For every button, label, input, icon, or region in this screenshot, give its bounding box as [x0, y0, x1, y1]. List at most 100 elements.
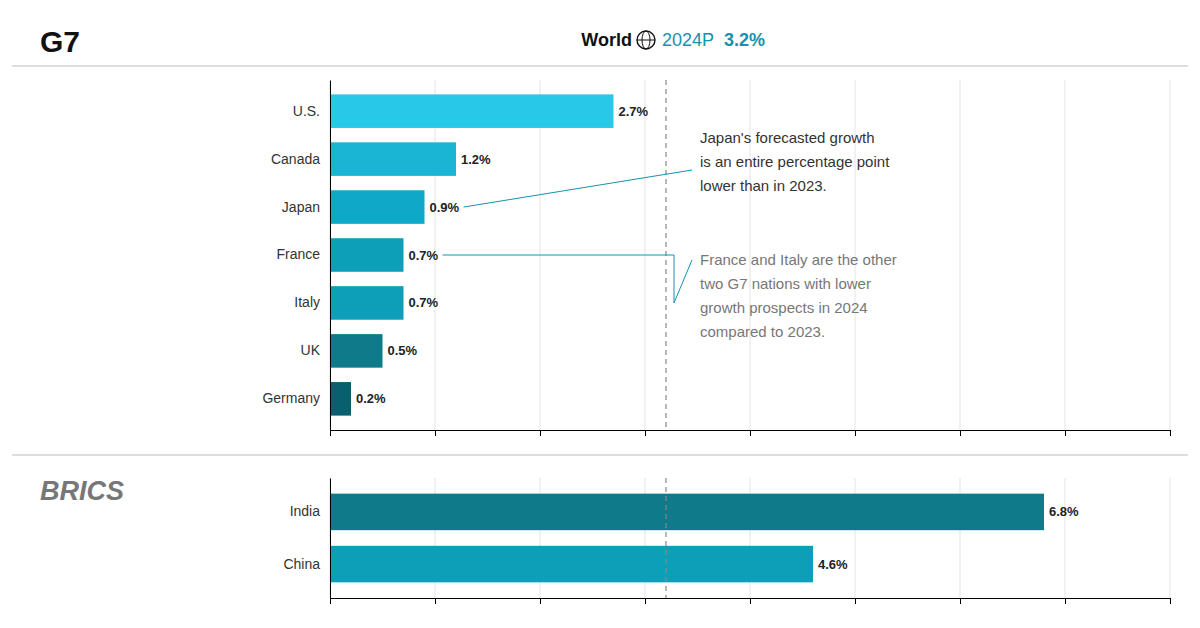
x-tick-mark	[435, 598, 436, 604]
y-tick: France	[276, 246, 330, 262]
annotation-line: growth prospects in 2024	[700, 299, 868, 316]
x-axis	[331, 430, 1171, 436]
data-label: 0.9%	[430, 200, 460, 215]
globe-outline	[637, 31, 655, 49]
x-tick	[855, 598, 856, 604]
annotation-line: lower than in 2023.	[700, 177, 827, 194]
x-tick-mark	[855, 598, 856, 604]
data-label: 4.6%	[818, 557, 848, 572]
x-tick-mark	[330, 598, 331, 604]
grid-line	[1065, 80, 1066, 430]
x-tick-mark	[1170, 598, 1171, 604]
x-tick	[855, 430, 856, 436]
annotation: Japan's forecasted growth is an entire pe…	[700, 129, 890, 194]
annotation-line: two G7 nations with lower	[700, 275, 871, 292]
y-tick: Germany	[262, 390, 330, 406]
y-tick: Italy	[294, 294, 330, 310]
y-tick-label: France	[276, 246, 320, 262]
reference-value-label: 3.2%	[724, 30, 765, 50]
annotation-line: compared to 2023.	[700, 323, 825, 340]
annotation-line: France and Italy are the other	[700, 251, 897, 268]
y-tick-label: Germany	[262, 390, 320, 406]
grid-line	[960, 80, 961, 430]
panel: India China 6.8% 4.6%	[283, 478, 1170, 604]
x-tick	[645, 430, 646, 436]
y-tick: India	[290, 503, 330, 519]
y-tick-label: China	[283, 556, 320, 572]
bar	[330, 142, 456, 176]
y-tick: U.S.	[293, 103, 330, 119]
grid	[330, 478, 1170, 598]
grid-line	[330, 478, 331, 598]
x-tick-mark	[960, 430, 961, 436]
x-tick	[1170, 598, 1171, 604]
annotation-connector	[464, 170, 692, 207]
annotation-line: Japan's forecasted growth	[700, 129, 875, 146]
x-tick	[1065, 598, 1066, 604]
annotation-line: is an entire percentage point	[700, 153, 890, 170]
grid	[330, 80, 1170, 430]
x-tick-mark	[645, 598, 646, 604]
x-tick	[540, 430, 541, 436]
bar	[330, 238, 404, 272]
x-tick	[540, 598, 541, 604]
reference-header: World 2024P 3.2%	[581, 30, 765, 50]
reference-name: World	[581, 30, 632, 50]
y-tick-label: UK	[301, 342, 321, 358]
data-label: 0.7%	[409, 248, 439, 263]
x-tick-mark	[540, 430, 541, 436]
x-tick-mark	[1065, 430, 1066, 436]
y-axis: U.S.CanadaJapanFranceItalyUKGermany	[262, 81, 330, 431]
data-label: 6.8%	[1049, 504, 1079, 519]
y-tick: China	[283, 556, 330, 572]
x-tick-mark	[750, 430, 751, 436]
reference-period: 2024P	[662, 30, 714, 50]
grid-line	[1170, 478, 1171, 598]
x-tick	[435, 430, 436, 436]
y-tick-label: U.S.	[293, 103, 320, 119]
y-tick: Japan	[282, 199, 330, 215]
grid-line	[330, 80, 331, 430]
x-tick	[960, 598, 961, 604]
bar	[330, 546, 813, 583]
x-axis	[331, 598, 1171, 604]
y-axis-line	[330, 81, 331, 431]
connector-bracket	[443, 255, 692, 303]
panel: U.S.CanadaJapanFranceItalyUKGermany2.7%1…	[262, 80, 1170, 436]
y-tick: UK	[301, 342, 330, 358]
x-axis-line	[331, 431, 1171, 437]
bar	[330, 334, 383, 368]
x-tick	[1065, 430, 1066, 436]
section-title: BRICS	[40, 476, 124, 506]
bar	[330, 94, 614, 128]
section-title: G7	[40, 25, 80, 58]
reference-line	[665, 478, 666, 598]
data-label: 2.7%	[619, 104, 649, 119]
globe-equator	[637, 40, 655, 41]
x-axis-line	[331, 599, 1171, 605]
x-tick-mark	[855, 430, 856, 436]
y-tick-label: Japan	[282, 199, 320, 215]
x-tick-mark	[960, 598, 961, 604]
x-tick-mark	[540, 598, 541, 604]
x-tick	[750, 430, 751, 436]
y-tick-label: Italy	[294, 294, 320, 310]
x-tick-mark	[1170, 430, 1171, 436]
bar	[330, 494, 1044, 531]
x-tick-mark	[645, 430, 646, 436]
x-tick-mark	[750, 598, 751, 604]
x-tick	[645, 598, 646, 604]
section-separator	[12, 66, 1188, 67]
bar	[330, 286, 404, 320]
x-tick	[435, 598, 436, 604]
bar	[330, 382, 351, 416]
y-axis-line	[330, 479, 331, 599]
annotation: France and Italy are the other two G7 nat…	[700, 251, 897, 340]
y-tick-label: India	[290, 503, 321, 519]
data-label: 0.7%	[409, 295, 439, 310]
section-separator	[12, 455, 1188, 456]
x-tick	[330, 430, 331, 436]
x-tick-mark	[330, 430, 331, 436]
x-tick	[960, 430, 961, 436]
x-tick-mark	[1065, 598, 1066, 604]
